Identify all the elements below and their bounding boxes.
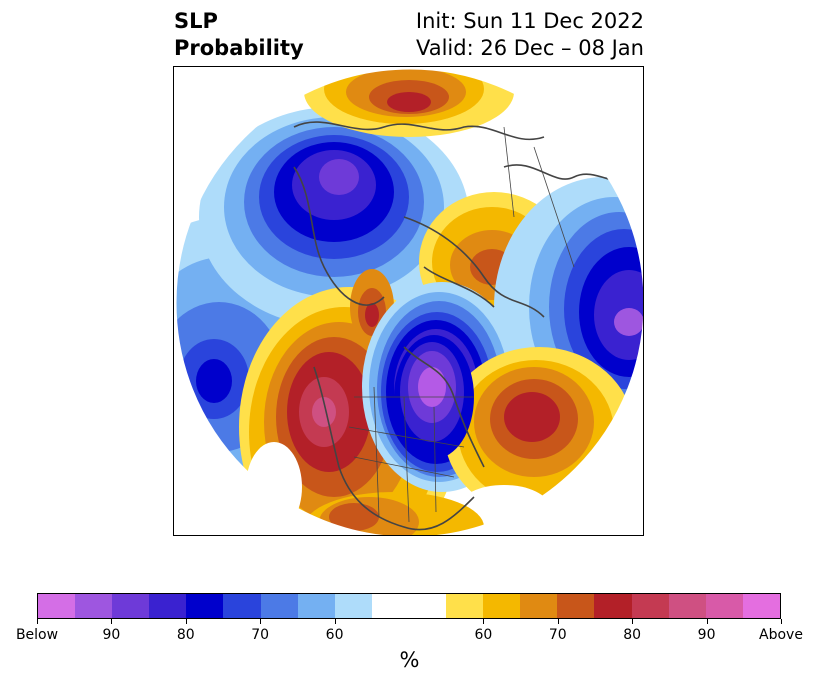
colorbar-cell xyxy=(705,594,743,618)
colorbar-cell xyxy=(446,594,484,618)
colorbar-cell xyxy=(557,594,595,618)
colorbar-cell xyxy=(334,594,372,618)
title-variable: SLP xyxy=(174,9,218,33)
colorbar-tick xyxy=(111,619,113,624)
colorbar-tick-label: 60 xyxy=(325,627,344,643)
colorbar-cell xyxy=(149,594,187,618)
chart-title-left: SLP Probability xyxy=(174,8,304,62)
colorbar-cell xyxy=(38,594,76,618)
colorbar-tick xyxy=(706,619,708,624)
colorbar-tick-label: Above xyxy=(759,627,803,643)
map-panel xyxy=(173,66,644,536)
colorbar-cell xyxy=(186,594,224,618)
colorbar-tick-label: 90 xyxy=(697,627,716,643)
colorbar-tick-label: 80 xyxy=(176,627,195,643)
colorbar-cell xyxy=(483,594,521,618)
colorbar-tick xyxy=(557,619,559,624)
colorbar-tick xyxy=(483,619,485,624)
chart-title-right: Init: Sun 11 Dec 2022 Valid: 26 Dec – 08… xyxy=(416,8,644,62)
colorbar-cell xyxy=(668,594,706,618)
colorbar-cell xyxy=(260,594,298,618)
colorbar-unit-label: % xyxy=(399,648,420,672)
colorbar-tick xyxy=(260,619,262,624)
political-boundaries xyxy=(348,126,575,523)
colorbar-tick-label: 70 xyxy=(548,627,567,643)
colorbar xyxy=(37,593,781,619)
below-normal-region-arctic-asia xyxy=(199,107,469,327)
colorbar-cell xyxy=(742,594,780,618)
colorbar-tick xyxy=(334,619,336,624)
colorbar-ticks: Below 90 80 70 60 60 70 80 90 Above xyxy=(16,619,803,643)
colorbar-cell xyxy=(408,594,447,618)
colorbar-tick-label: 80 xyxy=(623,627,642,643)
colorbar-tick xyxy=(632,619,634,624)
neutral-gap-pacific xyxy=(246,442,302,532)
colorbar-tick xyxy=(37,619,38,624)
colorbar-cell xyxy=(112,594,150,618)
colorbar-cell xyxy=(520,594,558,618)
probability-map xyxy=(175,68,643,535)
title-product: Probability xyxy=(174,36,304,60)
title-valid-range: Valid: 26 Dec – 08 Jan xyxy=(415,36,644,60)
colorbar-tick-label: Below xyxy=(15,627,59,643)
colorbar-cell xyxy=(631,594,669,618)
colorbar-cell xyxy=(297,594,335,618)
colorbar-tick-label: 70 xyxy=(251,627,270,643)
colorbar-tick xyxy=(185,619,187,624)
title-init-date: Init: Sun 11 Dec 2022 xyxy=(415,9,644,33)
colorbar-cell xyxy=(371,594,409,618)
colorbar-tick-label: 90 xyxy=(102,627,121,643)
colorbar-tick xyxy=(781,619,782,624)
colorbar-cell xyxy=(223,594,261,618)
coastlines xyxy=(293,121,635,531)
colorbar-cell xyxy=(75,594,113,618)
colorbar-tick-label: 60 xyxy=(474,627,493,643)
colorbar-cell xyxy=(594,594,632,618)
